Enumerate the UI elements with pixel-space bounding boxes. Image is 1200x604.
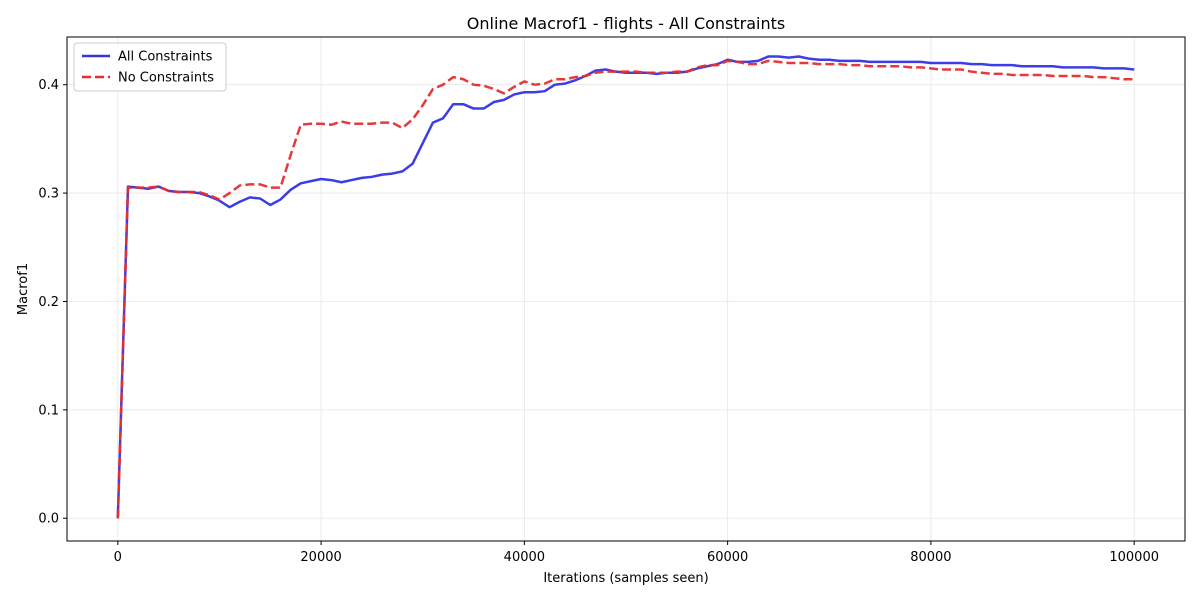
x-tick-label: 80000 xyxy=(910,550,951,565)
x-tick-label: 40000 xyxy=(504,550,545,565)
x-tick-label: 0 xyxy=(114,550,122,565)
axis-ticks: 0 20000 40000 60000 80000 100000 0.0 0.1 0.2 0.3 0… xyxy=(38,78,1159,565)
x-axis-label: Iterations (samples seen) xyxy=(543,571,708,586)
legend: All Constraints No Constraints xyxy=(73,42,227,92)
x-tick-label: 20000 xyxy=(300,550,341,565)
series-line-no-constraints xyxy=(116,59,1135,519)
y-tick-label: 0.3 xyxy=(38,187,59,202)
x-tick-label: 60000 xyxy=(707,550,748,565)
y-tick-label: 0.2 xyxy=(38,295,59,310)
x-tick-label: 100000 xyxy=(1109,550,1159,565)
legend-label-all-constraints: All Constraints xyxy=(118,50,213,65)
y-tick-label: 0.1 xyxy=(38,403,59,418)
chart-title: Online Macrof1 - flights - All Constrain… xyxy=(467,14,785,33)
grid xyxy=(67,37,1185,541)
legend-box xyxy=(73,42,227,92)
y-axis-label: Macrof1 xyxy=(16,263,31,315)
y-tick-label: 0.0 xyxy=(38,512,59,527)
legend-label-no-constraints: No Constraints xyxy=(118,71,214,86)
series-group xyxy=(116,55,1135,519)
y-tick-label: 0.4 xyxy=(38,78,59,93)
plot-frame xyxy=(66,36,1186,542)
